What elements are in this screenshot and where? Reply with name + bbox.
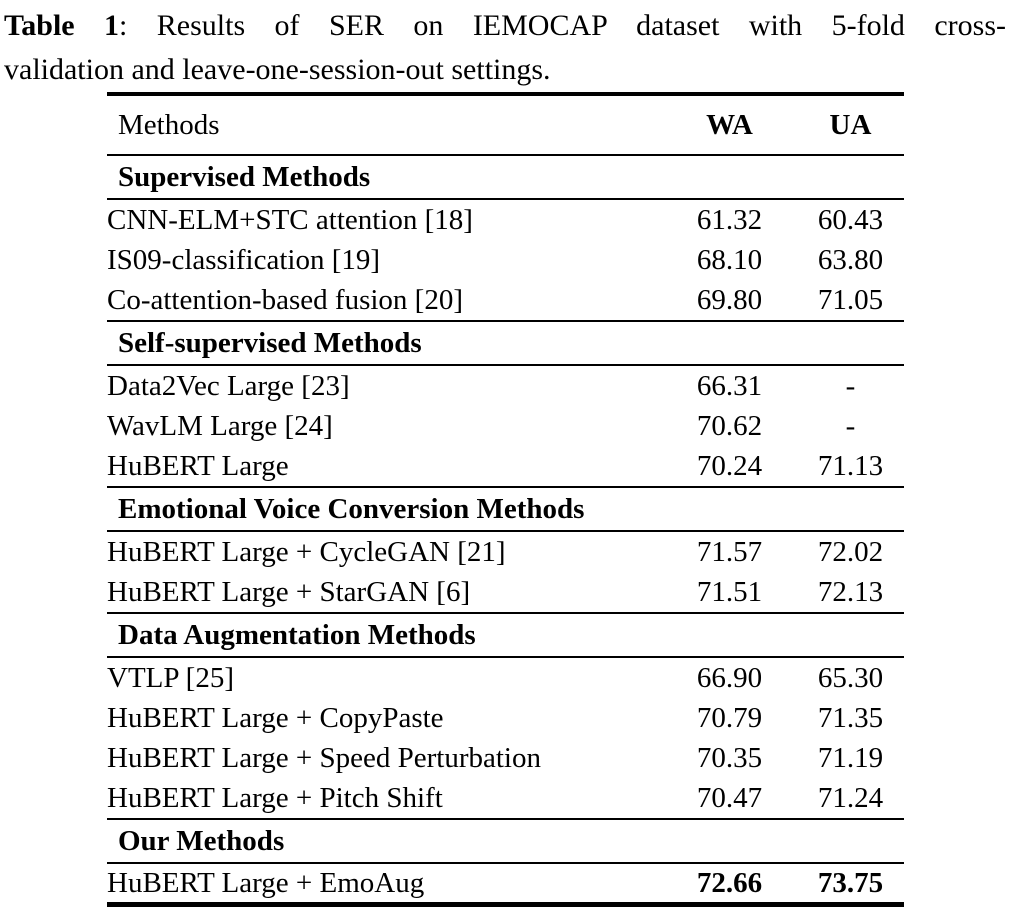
section-header-row: Supervised Methods [107, 154, 904, 200]
wa-cell: 68.10 [696, 243, 763, 276]
table-row-proposed: HuBERT Large + EmoAug 72.66 73.75 [107, 863, 904, 905]
table-row: HuBERT Large + CopyPaste 70.79 71.35 [107, 698, 904, 738]
ua-cell: 71.35 [817, 701, 884, 734]
section-title-our-methods: Our Methods [107, 818, 904, 864]
caption-label: Table 1 [4, 9, 120, 42]
section-title-supervised: Supervised Methods [107, 154, 904, 200]
ua-cell: 60.43 [817, 203, 884, 236]
ua-cell: 73.75 [817, 866, 884, 899]
section-header-row: Data Augmentation Methods [107, 612, 904, 658]
wa-cell: 70.24 [696, 449, 763, 482]
caption-text-line2: validation and leave-one-session-out set… [4, 53, 551, 86]
method-cell: HuBERT Large + EmoAug [107, 866, 425, 899]
ua-cell: - [845, 369, 856, 402]
wa-cell: 72.66 [696, 866, 763, 899]
table-row: HuBERT Large + Pitch Shift 70.47 71.24 [107, 778, 904, 819]
ua-cell: - [845, 409, 856, 442]
table-row: Co-attention-based fusion [20] 69.80 71.… [107, 280, 904, 321]
method-cell: Data2Vec Large [23] [107, 369, 350, 402]
method-cell: HuBERT Large + Speed Perturbation [107, 741, 541, 774]
section-title-self-supervised: Self-supervised Methods [107, 320, 904, 366]
section-header-row: Self-supervised Methods [107, 320, 904, 366]
section-header-row: Our Methods [107, 818, 904, 864]
table-row: HuBERT Large 70.24 71.13 [107, 446, 904, 487]
wa-cell: 66.31 [696, 369, 763, 402]
method-cell: WavLM Large [24] [107, 409, 333, 442]
method-cell: VTLP [25] [107, 661, 234, 694]
wa-cell: 70.47 [696, 781, 763, 814]
table-row: VTLP [25] 66.90 65.30 [107, 657, 904, 698]
table-row: HuBERT Large + StarGAN [6] 71.51 72.13 [107, 572, 904, 613]
ua-cell: 71.13 [817, 449, 884, 482]
method-cell: Co-attention-based fusion [20] [107, 283, 463, 316]
ua-cell: 71.19 [817, 741, 884, 774]
table-row: Data2Vec Large [23] 66.31 - [107, 365, 904, 406]
caption-text-line1: : Results of SER on IEMOCAP dataset with… [119, 9, 1006, 42]
wa-cell: 70.79 [696, 701, 763, 734]
table-row: IS09-classification [19] 68.10 63.80 [107, 240, 904, 280]
column-header-methods: Methods [107, 94, 662, 156]
ua-cell: 71.05 [817, 283, 884, 316]
wa-cell: 71.51 [696, 575, 763, 608]
table-row: HuBERT Large + Speed Perturbation 70.35 … [107, 738, 904, 778]
method-cell: CNN-ELM+STC attention [18] [107, 203, 473, 236]
table-header-row: Methods WA UA [107, 94, 904, 156]
method-cell: HuBERT Large + CycleGAN [21] [107, 535, 506, 568]
ua-cell: 65.30 [817, 661, 884, 694]
section-title-evc: Emotional Voice Conversion Methods [107, 486, 904, 532]
column-header-wa: WA [662, 94, 797, 156]
table-row: CNN-ELM+STC attention [18] 61.32 60.43 [107, 199, 904, 240]
ua-cell: 71.24 [817, 781, 884, 814]
method-cell: HuBERT Large [107, 449, 289, 482]
results-table: Methods WA UA Supervised Methods CNN-ELM… [107, 92, 904, 907]
wa-cell: 70.35 [696, 741, 763, 774]
wa-cell: 66.90 [696, 661, 763, 694]
method-cell: HuBERT Large + Pitch Shift [107, 781, 443, 814]
wa-cell: 69.80 [696, 283, 763, 316]
ua-cell: 72.02 [817, 535, 884, 568]
ua-cell: 63.80 [817, 243, 884, 276]
wa-cell: 71.57 [696, 535, 763, 568]
ua-cell: 72.13 [817, 575, 884, 608]
table-caption: Table 1: Results of SER on IEMOCAP datas… [0, 0, 1009, 92]
wa-cell: 61.32 [696, 203, 763, 236]
caption-line-1: Table 1: Results of SER on IEMOCAP datas… [4, 4, 1006, 48]
section-header-row: Emotional Voice Conversion Methods [107, 486, 904, 532]
method-cell: IS09-classification [19] [107, 243, 381, 276]
section-title-data-augmentation: Data Augmentation Methods [107, 612, 904, 658]
column-header-ua: UA [797, 94, 904, 156]
table-row: HuBERT Large + CycleGAN [21] 71.57 72.02 [107, 531, 904, 572]
method-cell: HuBERT Large + CopyPaste [107, 701, 444, 734]
wa-cell: 70.62 [696, 409, 763, 442]
table-row: WavLM Large [24] 70.62 - [107, 406, 904, 446]
method-cell: HuBERT Large + StarGAN [6] [107, 575, 471, 608]
